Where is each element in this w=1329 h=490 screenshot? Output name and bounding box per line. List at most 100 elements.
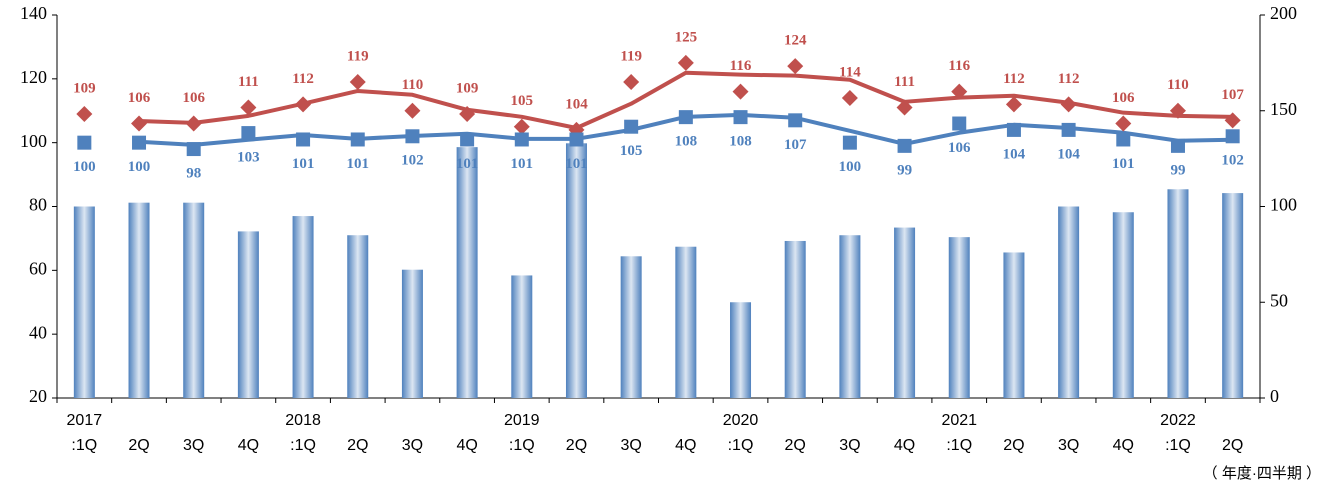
data-label: 102 (1221, 153, 1244, 169)
square-marker (624, 119, 639, 134)
x-tick-label: 2021 :1Q (941, 412, 978, 454)
data-label: 110 (1167, 77, 1189, 93)
bar (292, 216, 314, 398)
x-tick-label: 3Q (183, 437, 205, 454)
diamond-marker (185, 115, 202, 132)
bar (456, 147, 478, 398)
square-marker (241, 126, 256, 141)
data-label: 104 (1003, 146, 1026, 162)
y-tick-label: 80 (29, 195, 47, 215)
x-tick-label: 4Q (1112, 437, 1134, 454)
square-marker (842, 135, 857, 150)
data-label: 101 (511, 156, 534, 172)
bar (565, 143, 587, 398)
data-label: 101 (347, 156, 370, 172)
x-tick-label: 3Q (620, 437, 642, 454)
x-tick-label: 2019 :1Q (503, 412, 540, 454)
data-label: 99 (1170, 162, 1185, 178)
x-tick-label: 4Q (237, 437, 260, 454)
data-label: 119 (620, 48, 642, 64)
x-axis-label: （ 年度·四半期 ） (1202, 465, 1321, 482)
square-marker (460, 132, 475, 147)
square-marker (897, 138, 912, 153)
square-marker (1225, 129, 1240, 144)
square-marker (788, 113, 803, 128)
data-label: 109 (456, 80, 479, 96)
square-marker (296, 132, 311, 147)
bar (1167, 189, 1189, 398)
diamond-marker (951, 83, 968, 100)
data-label: 101 (565, 156, 588, 172)
bar (730, 302, 752, 398)
bar (894, 227, 916, 398)
data-label: 107 (1221, 87, 1244, 103)
square-marker (1170, 138, 1185, 153)
data-label: 109 (73, 80, 96, 96)
diamond-marker (76, 105, 93, 122)
diamond-marker (677, 54, 694, 71)
diamond-marker (295, 96, 312, 113)
data-label: 105 (620, 143, 643, 159)
diamond-marker (240, 99, 257, 116)
data-label: 108 (729, 134, 752, 150)
diamond-marker (131, 115, 148, 132)
x-tick-label: 2022 :1Q (1160, 412, 1196, 454)
bar (511, 275, 533, 398)
square-marker (678, 110, 693, 125)
diamond-marker (404, 102, 421, 119)
diamond-marker (513, 118, 530, 135)
data-label: 110 (402, 77, 424, 93)
x-tick-label: 2Q (347, 437, 369, 454)
y2-tick-label: 150 (1270, 99, 1297, 119)
diamond-marker (787, 58, 804, 75)
bar (675, 246, 697, 398)
square-marker (1061, 122, 1076, 137)
x-tick-label: 3Q (1057, 437, 1080, 454)
trend-line (138, 70, 1233, 130)
bar (1058, 206, 1080, 398)
data-label: 106 (128, 90, 151, 106)
y-tick-label: 40 (29, 322, 47, 342)
x-tick-label: 4Q (456, 437, 478, 454)
bar (183, 202, 205, 398)
data-label: 99 (897, 162, 912, 178)
bar (1003, 252, 1025, 398)
diamond-marker (1115, 115, 1132, 132)
diamond-marker (732, 83, 749, 100)
diamond-marker (1169, 102, 1186, 119)
diamond-marker (841, 89, 858, 106)
data-label: 111 (238, 74, 259, 90)
x-tick-label: 2020 :1Q (722, 412, 759, 454)
data-label: 112 (292, 71, 314, 87)
y-tick-label: 60 (29, 258, 47, 278)
data-label: 112 (1058, 71, 1080, 87)
square-marker (350, 132, 365, 147)
x-tick-label: 2Q (1221, 437, 1244, 454)
bar (948, 237, 970, 398)
diamond-marker (1060, 96, 1077, 113)
diamond-marker (349, 74, 366, 91)
bar (237, 231, 259, 398)
square-marker (514, 132, 529, 147)
data-label: 106 (948, 140, 971, 156)
x-tick-label: 2Q (784, 437, 806, 454)
data-label: 119 (347, 48, 369, 64)
diamond-marker (1005, 96, 1022, 113)
data-label: 106 (182, 90, 205, 106)
bar (73, 206, 95, 398)
x-tick-label: 2Q (1003, 437, 1025, 454)
data-label: 112 (1003, 71, 1025, 87)
square-marker (405, 129, 420, 144)
bar (1112, 212, 1134, 398)
data-label: 111 (894, 74, 915, 90)
bar (347, 235, 369, 398)
data-label: 101 (456, 156, 479, 172)
data-label: 124 (784, 33, 807, 49)
diamond-marker (1224, 112, 1241, 129)
x-tick-label: 3Q (401, 437, 424, 454)
x-tick-label: 4Q (675, 437, 697, 454)
data-label: 100 (73, 159, 96, 175)
bar (1222, 193, 1244, 398)
square-marker (186, 142, 201, 157)
